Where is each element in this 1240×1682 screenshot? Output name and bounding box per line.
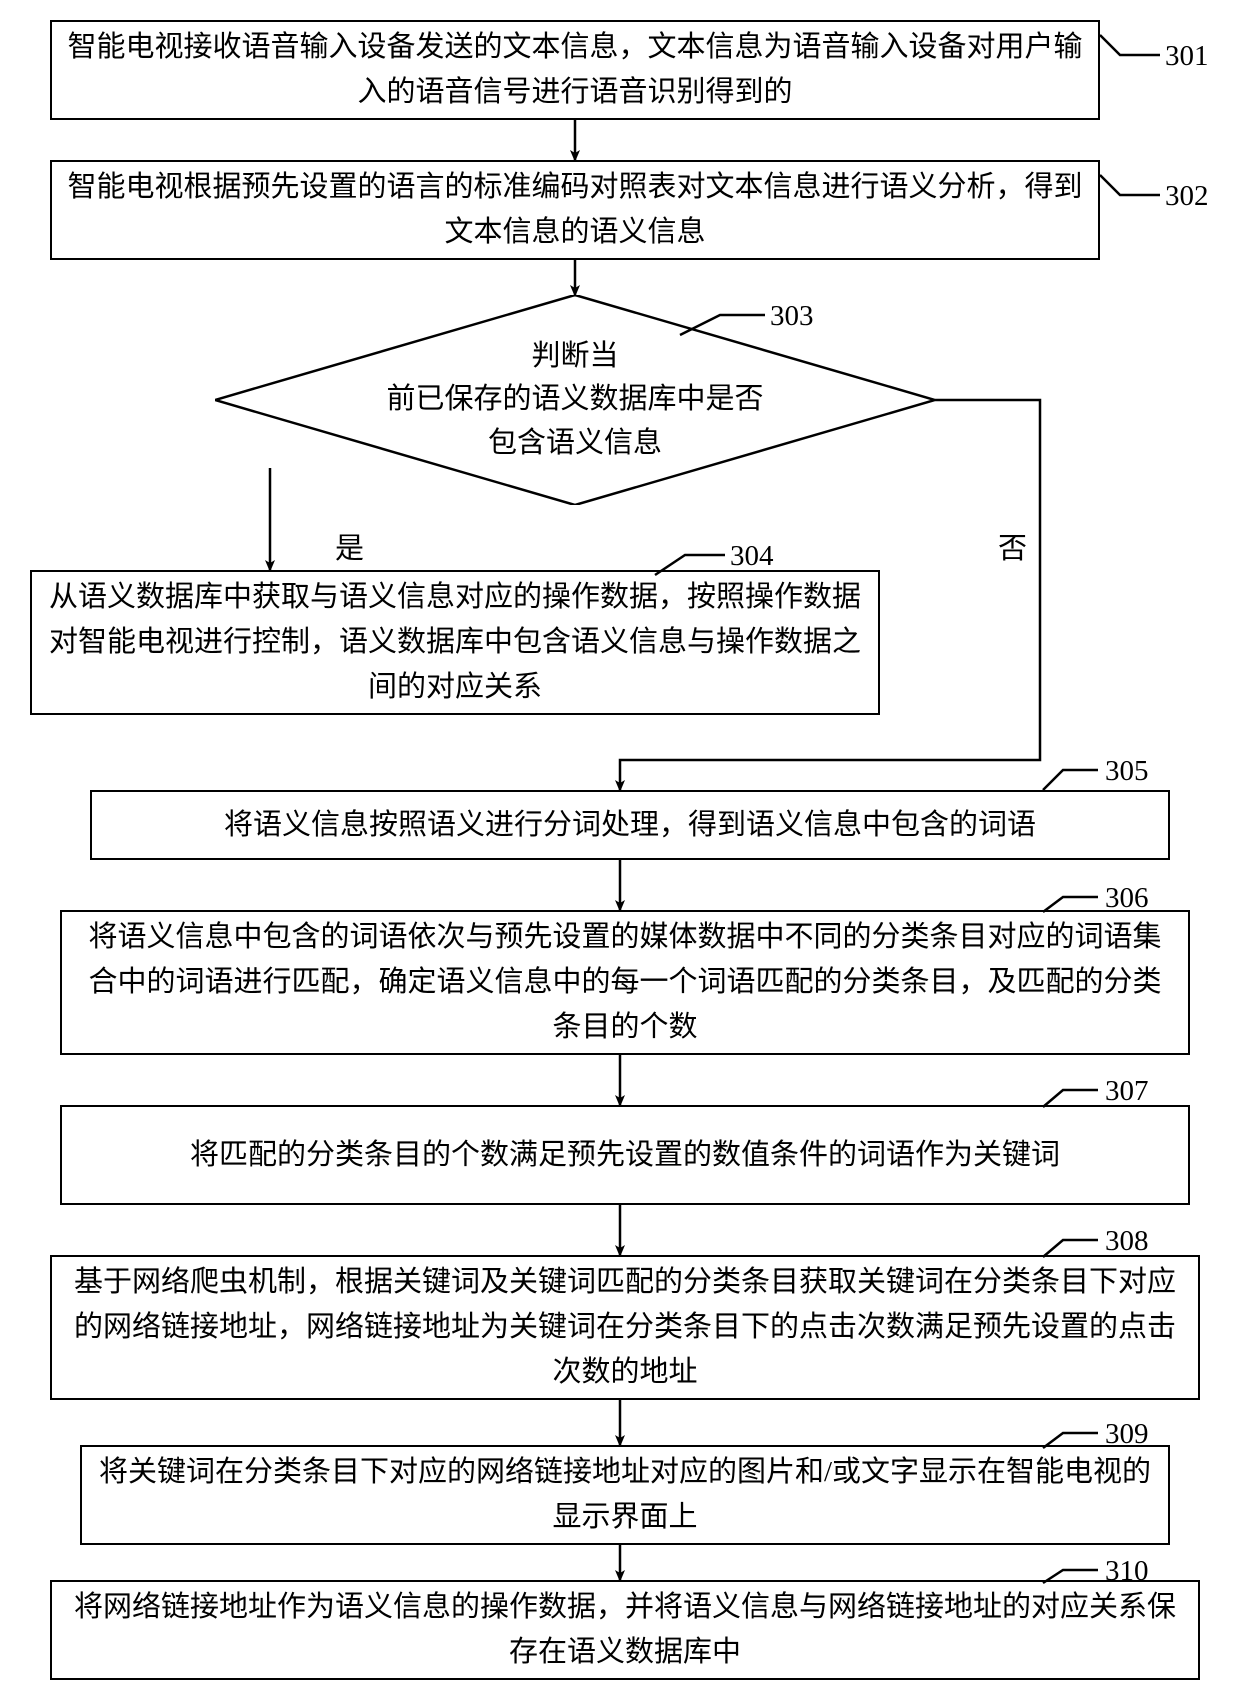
step-text: 智能电视根据预先设置的语言的标准编码对照表对文本信息进行语义分析，得到文本信息的… [66,165,1084,255]
step-number-n308: 308 [1105,1225,1149,1258]
step-number-n303: 303 [770,300,814,333]
step-number-n304: 304 [730,540,774,573]
step-text: 从语义数据库中获取与语义信息对应的操作数据，按照操作数据对智能电视进行控制，语义… [46,575,864,710]
flow-step-n301: 智能电视接收语音输入设备发送的文本信息，文本信息为语音输入设备对用户输入的语音信… [50,20,1100,120]
flow-step-n307: 将匹配的分类条目的个数满足预先设置的数值条件的词语作为关键词 [60,1105,1190,1205]
step-text: 将匹配的分类条目的个数满足预先设置的数值条件的词语作为关键词 [190,1133,1060,1178]
step-text: 将语义信息按照语义进行分词处理，得到语义信息中包含的词语 [224,803,1036,848]
step-number-n301: 301 [1165,40,1209,73]
flowchart-canvas: 智能电视接收语音输入设备发送的文本信息，文本信息为语音输入设备对用户输入的语音信… [0,0,1240,1682]
decision-text: 判断当前已保存的语义数据库中是否包含语义信息 [386,335,763,466]
flow-step-n309: 将关键词在分类条目下对应的网络链接地址对应的图片和/或文字显示在智能电视的显示界… [80,1445,1170,1545]
flow-step-n305: 将语义信息按照语义进行分词处理，得到语义信息中包含的词语 [90,790,1170,860]
branch-label-yes: 是 [335,525,364,567]
step-number-n302: 302 [1165,180,1209,213]
flow-decision-n303: 判断当前已保存的语义数据库中是否包含语义信息 [215,295,935,505]
step-text: 将网络链接地址作为语义信息的操作数据，并将语义信息与网络链接地址的对应关系保存在… [66,1585,1184,1675]
step-number-n309: 309 [1105,1418,1149,1451]
flow-step-n306: 将语义信息中包含的词语依次与预先设置的媒体数据中不同的分类条目对应的词语集合中的… [60,910,1190,1055]
step-number-n305: 305 [1105,755,1149,788]
step-number-n306: 306 [1105,882,1149,915]
step-number-n310: 310 [1105,1555,1149,1588]
flow-step-n310: 将网络链接地址作为语义信息的操作数据，并将语义信息与网络链接地址的对应关系保存在… [50,1580,1200,1680]
step-number-n307: 307 [1105,1075,1149,1108]
step-text: 基于网络爬虫机制，根据关键词及关键词匹配的分类条目获取关键词在分类条目下对应的网… [66,1260,1184,1395]
flow-step-n308: 基于网络爬虫机制，根据关键词及关键词匹配的分类条目获取关键词在分类条目下对应的网… [50,1255,1200,1400]
step-text: 将语义信息中包含的词语依次与预先设置的媒体数据中不同的分类条目对应的词语集合中的… [76,915,1174,1050]
flow-step-n302: 智能电视根据预先设置的语言的标准编码对照表对文本信息进行语义分析，得到文本信息的… [50,160,1100,260]
branch-label-no: 否 [998,525,1027,567]
step-text: 将关键词在分类条目下对应的网络链接地址对应的图片和/或文字显示在智能电视的显示界… [96,1450,1154,1540]
step-text: 智能电视接收语音输入设备发送的文本信息，文本信息为语音输入设备对用户输入的语音信… [66,25,1084,115]
flow-step-n304: 从语义数据库中获取与语义信息对应的操作数据，按照操作数据对智能电视进行控制，语义… [30,570,880,715]
